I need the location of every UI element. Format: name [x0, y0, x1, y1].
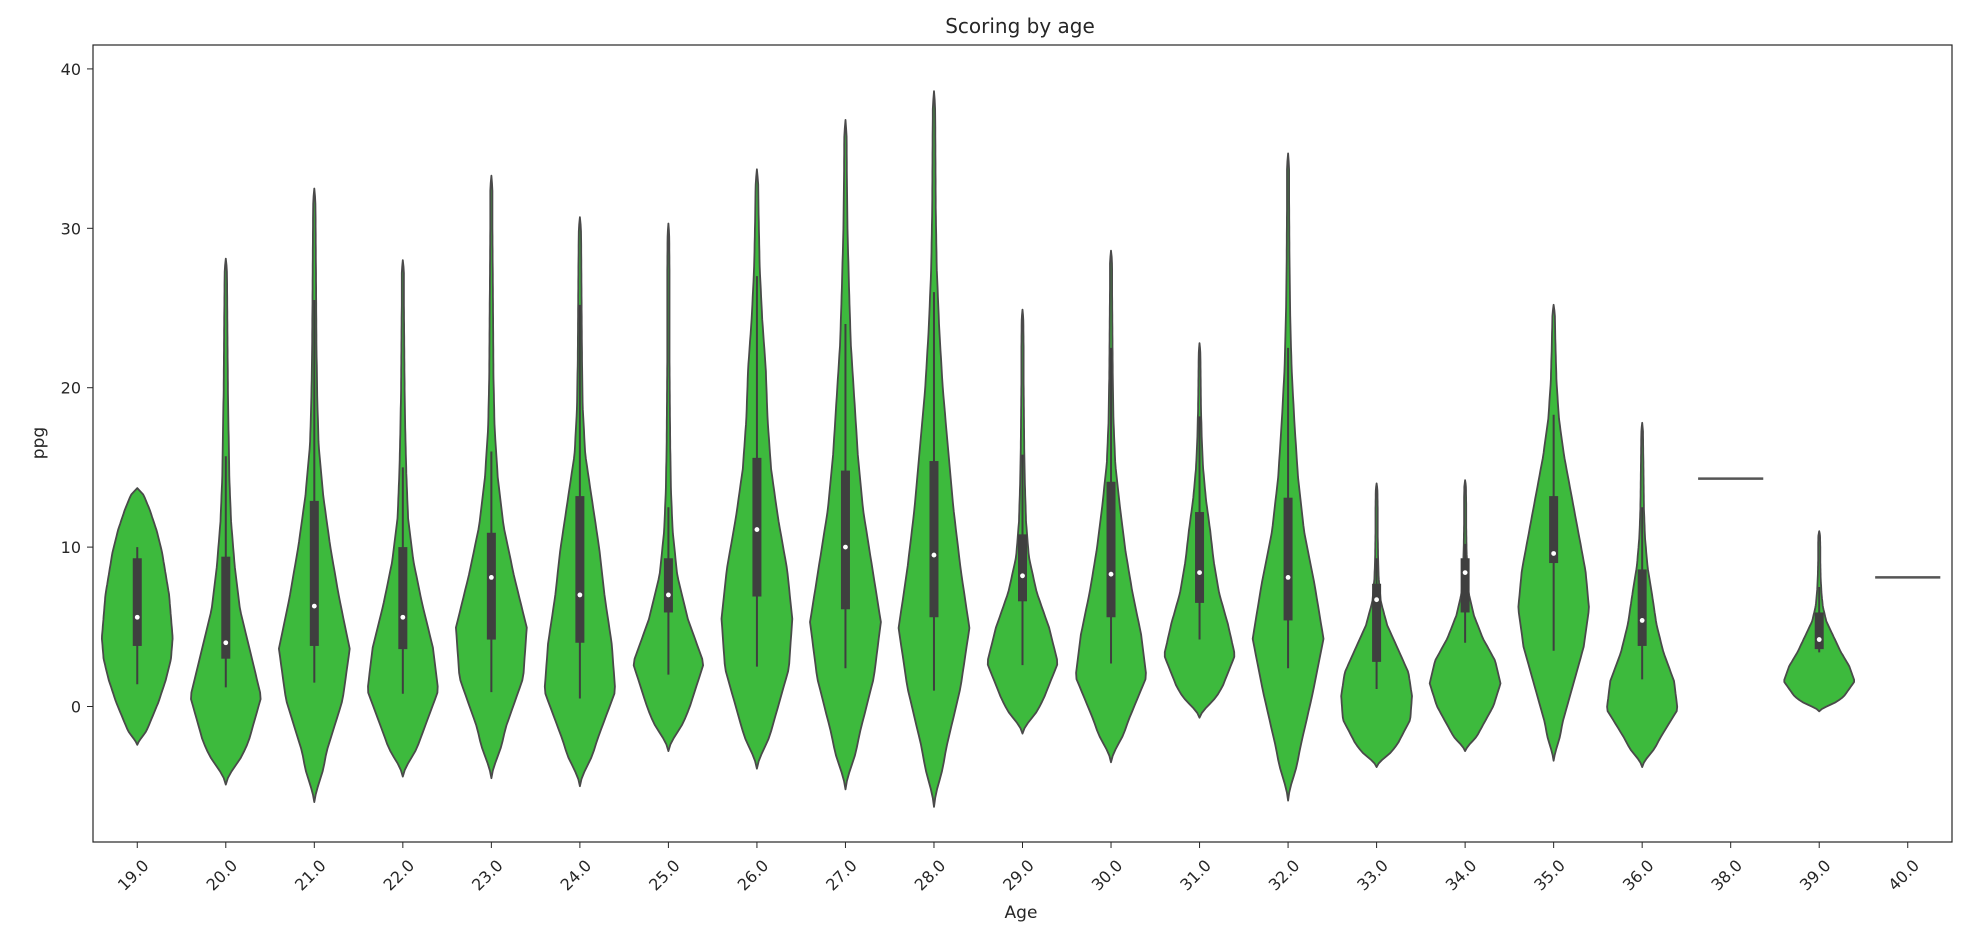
violins-layer [101, 90, 1941, 808]
violin-24.0 [543, 216, 616, 788]
violin-iqr-box [398, 547, 408, 650]
y-tick-label: 10 [61, 538, 81, 557]
y-tick-label: 0 [71, 698, 81, 717]
violin-median-dot [1639, 618, 1645, 623]
violin-iqr-box [1018, 534, 1027, 602]
violin-median-dot [311, 603, 317, 609]
violin-iqr-box [486, 532, 496, 640]
violin-median-dot [488, 574, 494, 580]
violin-median-dot [754, 527, 760, 532]
violin-iqr-box [1549, 496, 1559, 564]
violin-iqr-box [840, 470, 850, 610]
violin-iqr-box [309, 500, 319, 646]
violin-iqr-box [1372, 583, 1382, 662]
violin-33.0 [1340, 482, 1413, 768]
violin-34.0 [1428, 479, 1502, 752]
violin-iqr-box [1195, 512, 1205, 603]
violin-19.0 [101, 487, 174, 746]
violin-27.0 [809, 119, 882, 791]
violin-32.0 [1251, 152, 1325, 802]
violin-25.0 [632, 222, 704, 752]
violin-median-dot [1374, 597, 1379, 603]
violin-iqr-box [1814, 612, 1824, 650]
plot-frame [92, 44, 1953, 843]
x-axis-title: Age [1005, 903, 1038, 923]
violin-35.0 [1517, 303, 1590, 762]
violin-iqr-box [1283, 497, 1293, 621]
chart-title: Scoring by age [945, 14, 1095, 38]
violin-21.0 [278, 187, 351, 803]
violin-28.0 [897, 90, 971, 808]
y-axis-title: ppg [29, 427, 49, 459]
violin-body [632, 222, 704, 752]
violin-iqr-box [575, 496, 585, 643]
violin-median-dot [1285, 574, 1291, 580]
violin-iqr-box [132, 558, 142, 646]
violin-30.0 [1075, 249, 1147, 764]
violin-23.0 [455, 174, 528, 780]
violin-26.0 [720, 168, 794, 770]
violin-median-dot [843, 544, 848, 550]
violin-31.0 [1163, 342, 1236, 719]
violin-median-dot [1020, 573, 1025, 579]
violin-median-dot [223, 640, 229, 646]
violin-iqr-box [1637, 569, 1647, 646]
violin-median-dot [1816, 637, 1822, 642]
y-tick-label: 40 [61, 60, 81, 79]
violin-iqr-box [929, 461, 939, 618]
violin-median-dot [1197, 570, 1202, 576]
violin-29.0 [986, 308, 1059, 735]
violin-median-dot [134, 614, 140, 620]
violin-iqr-box [1460, 558, 1470, 613]
violin-39.0 [1783, 530, 1855, 713]
violin-median-dot [931, 552, 937, 558]
violin-22.0 [367, 259, 439, 778]
violin-median-dot [1551, 551, 1557, 556]
violin-median-dot [1108, 571, 1114, 577]
violin-36.0 [1606, 421, 1679, 768]
violin-median-dot [400, 614, 406, 620]
violin-median-dot [1462, 570, 1468, 576]
violin-iqr-box [663, 558, 673, 613]
violin-median-dot [666, 592, 671, 598]
violin-median-dot [577, 592, 583, 598]
y-tick-label: 30 [61, 219, 81, 238]
violin-iqr-box [221, 556, 231, 659]
y-axis-ticks: 0 10 20 30 40 [61, 60, 93, 717]
violin-20.0 [190, 257, 262, 786]
y-tick-label: 20 [61, 379, 81, 398]
violin-iqr-box [1106, 481, 1116, 618]
